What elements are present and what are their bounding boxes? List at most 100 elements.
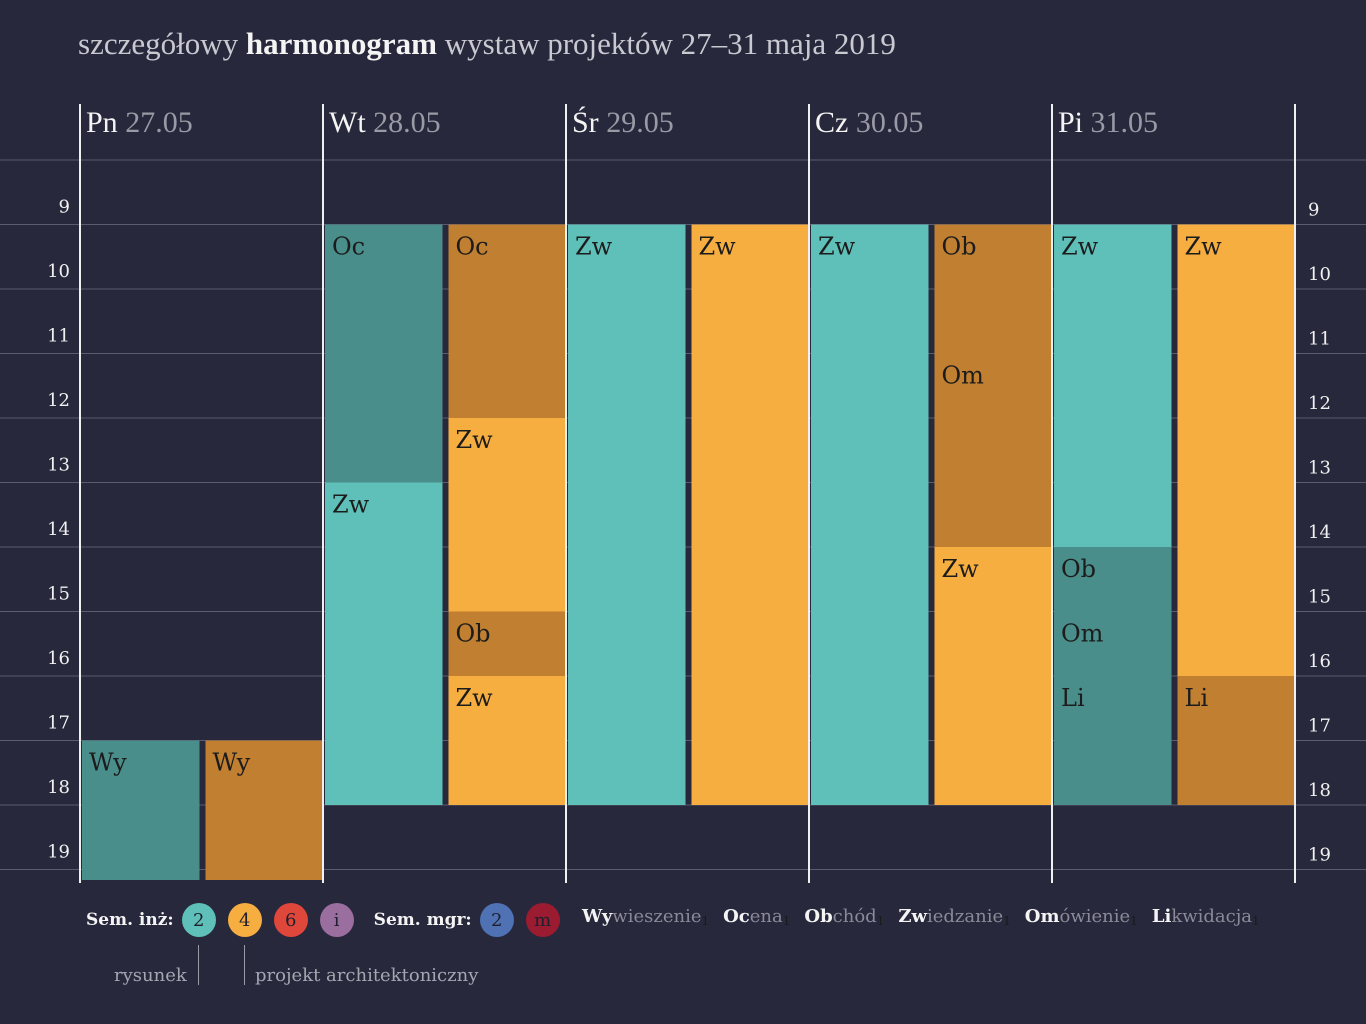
block-ob: [934, 224, 1052, 354]
hour-label-right: 14: [1308, 522, 1331, 543]
hour-label-right: 18: [1308, 780, 1331, 801]
block-label: Zw: [332, 491, 370, 519]
hour-label-left: 11: [47, 326, 70, 347]
hour-label-left: 13: [47, 455, 70, 476]
hour-label-left: 15: [47, 584, 70, 605]
hour-label-right: 13: [1308, 458, 1331, 479]
block-zw: [448, 676, 566, 805]
block-label: Zw: [1061, 233, 1099, 261]
day-abbr: Cz: [815, 106, 848, 139]
block-label: Zw: [942, 555, 980, 583]
day-abbr: Pi: [1058, 106, 1083, 139]
day-abbr: Pn: [86, 106, 118, 139]
block-li: [1177, 676, 1295, 805]
day-header: Śr 29.05: [572, 106, 674, 139]
legend-inz-label: Sem. inż:: [86, 910, 174, 930]
block-zw: [934, 547, 1052, 805]
legend-mgr-circle: 2: [479, 903, 514, 937]
block-oc: [325, 224, 443, 483]
hour-label-left: 9: [59, 197, 70, 218]
hour-label-left: 10: [47, 261, 70, 282]
block-label: Oc: [332, 233, 365, 261]
abbreviation-item: Wywieszenie1: [582, 906, 710, 928]
hour-label-right: 12: [1308, 393, 1331, 414]
legend-connector-projekt: [244, 945, 245, 985]
hour-label-right: 9: [1308, 200, 1319, 221]
abbreviation-item: Omówienie1: [1024, 906, 1138, 928]
legend-inz-circle: 4: [227, 903, 262, 937]
block-label: Ob: [1061, 555, 1096, 583]
block-ob: [1054, 547, 1172, 612]
hour-label-right: 17: [1308, 716, 1331, 737]
block-zw: [1177, 224, 1295, 676]
title-bold: harmonogram: [245, 26, 438, 61]
block-ob: [448, 611, 566, 676]
legend-inz-circle: i: [319, 903, 354, 937]
title-pre: szczegółowy: [78, 26, 246, 61]
hour-label-left: 16: [47, 648, 70, 669]
hour-label-right: 11: [1308, 329, 1331, 350]
block-oc: [448, 224, 566, 418]
block-zw: [325, 482, 443, 805]
hour-label-right: 19: [1308, 845, 1331, 866]
block-label: Ob: [456, 620, 491, 648]
abbreviation-item: Zwiedzanie1: [898, 906, 1011, 928]
legend-inz-circle: 2: [181, 903, 216, 937]
day-abbr: Śr: [572, 106, 599, 139]
day-header: Cz 30.05: [815, 106, 923, 139]
legend-sub-projekt: projekt architektoniczny: [255, 965, 479, 986]
block-zw: [1054, 224, 1172, 547]
hour-label-left: 14: [47, 519, 70, 540]
block-zw: [811, 224, 929, 805]
hour-label-right: 10: [1308, 264, 1331, 285]
block-label: Zw: [575, 233, 613, 261]
hour-label-left: 17: [47, 713, 70, 734]
block-label: Li: [1185, 684, 1209, 712]
legend-abbreviations: Wywieszenie1 Ocena1 Obchód1 Zwiedzanie1 Omów…: [582, 906, 1274, 928]
day-date: 29.05: [599, 106, 674, 139]
block-wy: [82, 740, 200, 880]
block-label: Wy: [213, 749, 251, 777]
block-label: Om: [1061, 620, 1104, 648]
hour-label-left: 18: [47, 777, 70, 798]
abbreviation-item: Ocena1: [723, 906, 791, 928]
hour-label-right: 16: [1308, 651, 1331, 672]
block-label: Ob: [942, 233, 977, 261]
title-post: wystaw projektów 27–31 maja 2019: [437, 26, 896, 61]
legend-mgr-circle: m: [525, 903, 560, 937]
block-zw: [448, 418, 566, 612]
day-abbr: Wt: [329, 106, 366, 139]
day-header: Wt 28.05: [329, 106, 441, 139]
block-label: Li: [1061, 684, 1085, 712]
legend-sub-rysunek: rysunek: [114, 965, 187, 986]
day-date: 30.05: [848, 106, 923, 139]
block-om: [934, 353, 1052, 547]
day-date: 28.05: [366, 106, 441, 139]
chart-title: szczegółowy harmonogram wystaw projektów…: [78, 26, 896, 62]
abbreviation-item: Obchód1: [804, 906, 885, 928]
abbreviation-item: Likwidacja1: [1151, 906, 1260, 928]
day-date: 27.05: [118, 106, 193, 139]
block-wy: [205, 740, 323, 880]
block-label: Om: [942, 362, 985, 390]
block-zw: [568, 224, 686, 805]
block-label: Zw: [456, 684, 494, 712]
legend-mgr-label: Sem. mgr:: [373, 910, 472, 930]
hour-label-left: 19: [47, 842, 70, 863]
block-om: [1054, 611, 1172, 676]
block-label: Zw: [456, 426, 494, 454]
block-label: Zw: [818, 233, 856, 261]
block-li: [1054, 676, 1172, 805]
block-label: Wy: [89, 749, 127, 777]
legend-inz-circle: 6: [273, 903, 308, 937]
block-label: Zw: [1185, 233, 1223, 261]
hour-label-left: 12: [47, 390, 70, 411]
day-header: Pi 31.05: [1058, 106, 1158, 139]
block-label: Zw: [699, 233, 737, 261]
day-date: 31.05: [1083, 106, 1158, 139]
schedule-chart: Wy Wy Oc Zw Oc Zw Ob Zw Zw Zw Zw Ob Om Zw Zw Ob Om Li Zw Li…: [0, 104, 1366, 883]
hour-label-right: 15: [1308, 587, 1331, 608]
